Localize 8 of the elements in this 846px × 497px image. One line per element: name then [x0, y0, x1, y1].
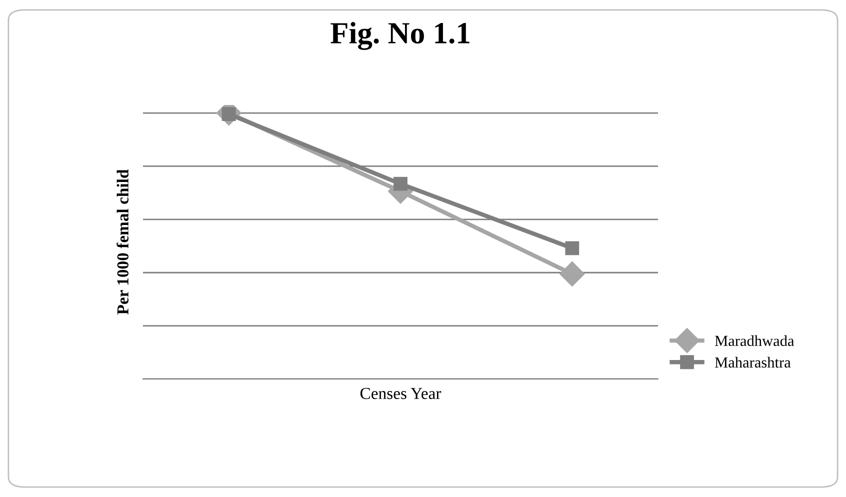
x-axis-title: Censes Year	[360, 388, 442, 400]
chart-title: Fig. No 1.1	[330, 22, 470, 50]
point	[394, 176, 408, 191]
point	[560, 261, 585, 286]
legend-label: Maradhwada	[714, 335, 794, 346]
legend-label: Maharashtra	[714, 356, 791, 368]
y-axis-title: Per 1000 femal child	[116, 169, 129, 314]
point	[565, 241, 580, 256]
